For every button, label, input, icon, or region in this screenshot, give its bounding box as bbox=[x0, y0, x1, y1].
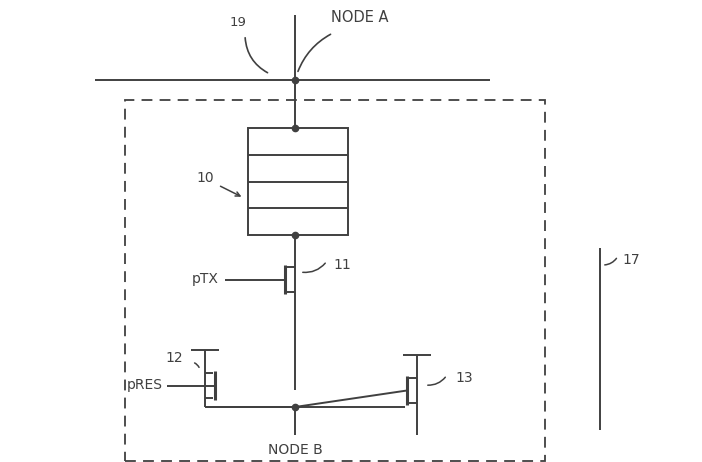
Text: 10: 10 bbox=[196, 171, 214, 185]
Text: 12: 12 bbox=[166, 351, 183, 365]
Text: pRES: pRES bbox=[127, 378, 163, 393]
Bar bbox=[248, 128, 348, 235]
Text: NODE A: NODE A bbox=[331, 11, 389, 25]
Text: NODE B: NODE B bbox=[267, 443, 322, 457]
Text: pTX: pTX bbox=[192, 273, 219, 286]
Text: 11: 11 bbox=[333, 258, 351, 272]
Text: 13: 13 bbox=[455, 371, 472, 385]
Text: 19: 19 bbox=[230, 16, 246, 29]
Text: 17: 17 bbox=[622, 253, 640, 267]
Bar bbox=[125, 100, 545, 461]
